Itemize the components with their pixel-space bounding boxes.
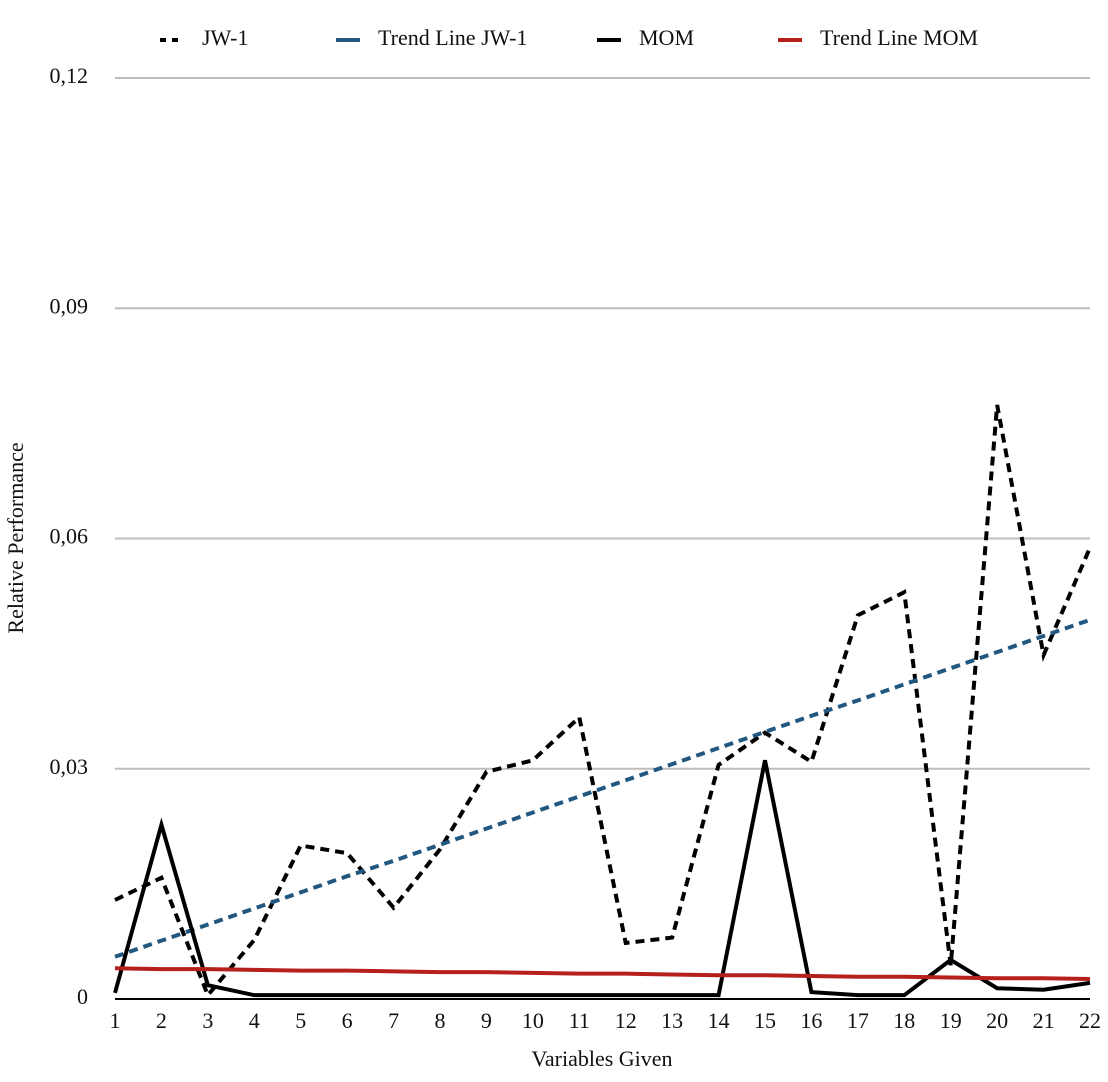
x-tick-label: 10 — [522, 1008, 544, 1033]
x-tick-label: 9 — [481, 1008, 492, 1033]
x-tick-label: 5 — [295, 1008, 306, 1033]
x-tick-label: 3 — [202, 1008, 213, 1033]
x-tick-label: 17 — [847, 1008, 869, 1033]
x-tick-label: 2 — [156, 1008, 167, 1033]
legend-label: Trend Line MOM — [820, 25, 978, 50]
y-tick-label: 0,03 — [50, 754, 89, 779]
y-tick-label: 0,06 — [50, 524, 89, 549]
x-tick-label: 4 — [249, 1008, 260, 1033]
y-tick-label: 0 — [77, 984, 88, 1009]
legend-label: MOM — [639, 25, 694, 50]
x-tick-label: 7 — [388, 1008, 399, 1033]
x-axis-label: Variables Given — [531, 1046, 672, 1071]
legend-label: Trend Line JW-1 — [378, 25, 528, 50]
x-tick-label: 21 — [1033, 1008, 1055, 1033]
x-tick-label: 6 — [342, 1008, 353, 1033]
x-tick-label: 11 — [569, 1008, 590, 1033]
series-line — [114, 404, 1092, 1000]
x-tick-label: 15 — [754, 1008, 776, 1033]
y-tick-label: 0,12 — [50, 63, 89, 88]
x-tick-label: 8 — [435, 1008, 446, 1033]
legend-label: JW-1 — [202, 25, 248, 50]
x-tick-label: 12 — [615, 1008, 637, 1033]
x-tick-label: 19 — [940, 1008, 962, 1033]
y-axis-label: Relative Performance — [3, 442, 28, 633]
series-line — [114, 966, 1091, 982]
x-tick-label: 14 — [708, 1008, 730, 1033]
x-tick-label: 18 — [893, 1008, 915, 1033]
x-tick-label: 13 — [661, 1008, 683, 1033]
x-tick-label: 1 — [110, 1008, 121, 1033]
y-tick-label: 0,09 — [50, 293, 89, 318]
series-line — [113, 759, 1091, 998]
x-tick-label: 22 — [1079, 1008, 1101, 1033]
x-tick-label: 20 — [986, 1008, 1008, 1033]
series-line — [114, 617, 1091, 959]
x-tick-label: 16 — [800, 1008, 822, 1033]
